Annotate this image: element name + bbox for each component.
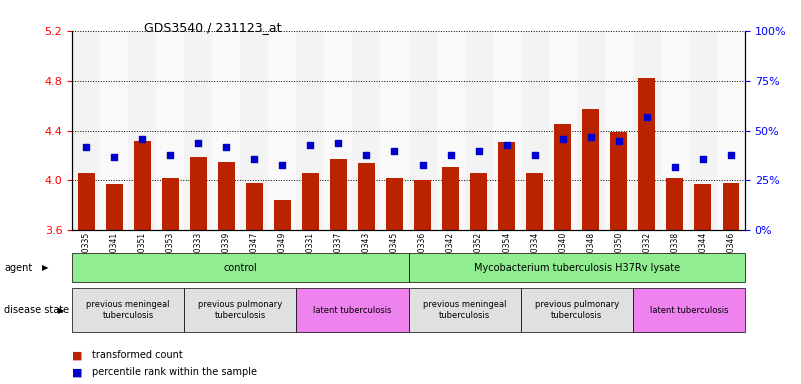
Bar xyxy=(218,162,235,230)
Bar xyxy=(296,31,324,230)
Text: previous pulmonary
tuberculosis: previous pulmonary tuberculosis xyxy=(534,300,619,320)
Point xyxy=(696,156,709,162)
Bar xyxy=(246,183,263,230)
Point xyxy=(472,147,485,154)
Text: latent tuberculosis: latent tuberculosis xyxy=(650,306,728,314)
Bar xyxy=(638,78,655,230)
Point xyxy=(248,156,260,162)
Bar xyxy=(526,173,543,230)
Bar xyxy=(72,31,100,230)
Bar xyxy=(689,31,717,230)
Bar xyxy=(694,184,711,230)
Bar xyxy=(386,178,403,230)
Text: Mycobacterium tuberculosis H37Rv lysate: Mycobacterium tuberculosis H37Rv lysate xyxy=(473,263,680,273)
Bar xyxy=(358,163,375,230)
Bar xyxy=(610,132,627,230)
Point xyxy=(584,134,597,140)
Point xyxy=(107,154,120,160)
Bar xyxy=(605,31,633,230)
Bar xyxy=(666,178,683,230)
Text: percentile rank within the sample: percentile rank within the sample xyxy=(92,367,257,377)
Point xyxy=(528,151,541,157)
Bar xyxy=(240,31,268,230)
Bar xyxy=(493,31,521,230)
Bar xyxy=(78,173,95,230)
Point xyxy=(219,144,232,150)
Bar xyxy=(409,31,437,230)
Bar xyxy=(162,178,179,230)
Text: previous meningeal
tuberculosis: previous meningeal tuberculosis xyxy=(87,300,170,320)
Point xyxy=(388,147,400,154)
Text: transformed count: transformed count xyxy=(92,350,183,360)
Point xyxy=(556,136,569,142)
Bar xyxy=(330,159,347,230)
Point xyxy=(332,139,344,146)
Point xyxy=(724,151,737,157)
Point xyxy=(416,161,429,167)
Text: ▶: ▶ xyxy=(42,263,48,272)
Bar xyxy=(521,31,549,230)
Text: ■: ■ xyxy=(72,367,83,377)
Text: GDS3540 / 231123_at: GDS3540 / 231123_at xyxy=(144,21,282,34)
Bar xyxy=(577,31,605,230)
Bar xyxy=(274,200,291,230)
Point xyxy=(135,136,149,142)
Bar xyxy=(465,31,493,230)
Point xyxy=(668,164,681,170)
Bar xyxy=(442,167,459,230)
Bar xyxy=(582,109,599,230)
Bar xyxy=(380,31,409,230)
Bar xyxy=(549,31,577,230)
Text: previous meningeal
tuberculosis: previous meningeal tuberculosis xyxy=(423,300,506,320)
Text: ■: ■ xyxy=(72,350,83,360)
Bar xyxy=(324,31,352,230)
Bar xyxy=(717,31,745,230)
Point xyxy=(163,151,176,157)
Point xyxy=(500,141,513,147)
Bar xyxy=(268,31,296,230)
Text: latent tuberculosis: latent tuberculosis xyxy=(313,306,392,314)
Bar xyxy=(184,31,212,230)
Bar xyxy=(661,31,689,230)
Point xyxy=(304,141,316,147)
Bar xyxy=(633,31,661,230)
Bar xyxy=(190,157,207,230)
Text: previous pulmonary
tuberculosis: previous pulmonary tuberculosis xyxy=(198,300,283,320)
Bar xyxy=(212,31,240,230)
Bar xyxy=(100,31,128,230)
Bar xyxy=(437,31,465,230)
Point xyxy=(612,137,625,144)
Text: disease state: disease state xyxy=(4,305,69,315)
Text: control: control xyxy=(223,263,257,273)
Point xyxy=(276,161,288,167)
Point xyxy=(191,139,204,146)
Bar xyxy=(106,184,123,230)
Bar xyxy=(352,31,380,230)
Bar xyxy=(302,173,319,230)
Bar xyxy=(554,124,571,230)
Bar xyxy=(470,173,487,230)
Bar xyxy=(498,142,515,230)
Bar xyxy=(156,31,184,230)
Bar xyxy=(128,31,156,230)
Bar xyxy=(723,183,739,230)
Point xyxy=(360,151,372,157)
Point xyxy=(444,151,457,157)
Point xyxy=(640,114,653,120)
Text: ▶: ▶ xyxy=(58,306,64,314)
Text: agent: agent xyxy=(4,263,32,273)
Bar xyxy=(134,141,151,230)
Bar xyxy=(414,180,431,230)
Point xyxy=(80,144,92,150)
